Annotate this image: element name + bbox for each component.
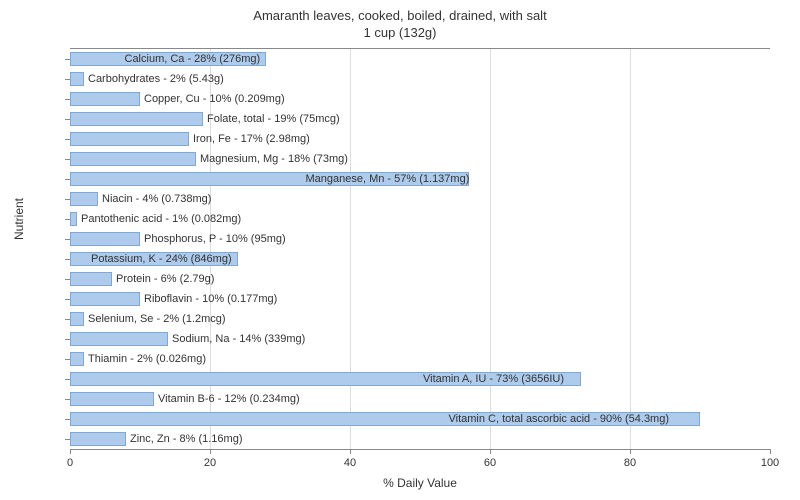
xtick-mark [350, 449, 351, 454]
nutrient-bar-label: Iron, Fe - 17% (2.98mg) [193, 132, 310, 146]
x-axis-label: % Daily Value [70, 476, 770, 490]
xtick-label: 0 [67, 457, 73, 469]
nutrient-bar-label: Zinc, Zn - 8% (1.16mg) [130, 432, 242, 446]
nutrient-bar-label: Vitamin B-6 - 12% (0.234mg) [158, 392, 300, 406]
title-line-1: Amaranth leaves, cooked, boiled, drained… [0, 8, 800, 25]
gridline [490, 49, 491, 449]
nutrient-bar-label: Carbohydrates - 2% (5.43g) [88, 72, 224, 86]
nutrient-bar [70, 232, 140, 246]
nutrient-bar-label: Potassium, K - 24% (846mg) [91, 252, 232, 266]
y-axis-label: Nutrient [12, 198, 26, 240]
nutrient-bar [70, 392, 154, 406]
xtick-mark [210, 449, 211, 454]
xtick-mark [630, 449, 631, 454]
nutrient-bar [70, 132, 189, 146]
nutrient-bar [70, 212, 77, 226]
title-line-2: 1 cup (132g) [0, 25, 800, 42]
gridline [210, 49, 211, 449]
nutrient-bar-label: Magnesium, Mg - 18% (73mg) [200, 152, 348, 166]
chart-title: Amaranth leaves, cooked, boiled, drained… [0, 0, 800, 42]
nutrient-bar-label: Manganese, Mn - 57% (1.137mg) [306, 172, 470, 186]
nutrient-bar-label: Riboflavin - 10% (0.177mg) [144, 292, 277, 306]
xtick-mark [770, 449, 771, 454]
nutrient-bar [70, 312, 84, 326]
xtick-label: 100 [761, 457, 779, 469]
nutrient-bar-label: Thiamin - 2% (0.026mg) [88, 352, 206, 366]
nutrient-bar [70, 192, 98, 206]
nutrient-bar-label: Vitamin A, IU - 73% (3656IU) [423, 372, 564, 386]
nutrient-bar-label: Copper, Cu - 10% (0.209mg) [144, 92, 285, 106]
nutrient-bar-label: Sodium, Na - 14% (339mg) [172, 332, 305, 346]
nutrient-bar-label: Calcium, Ca - 28% (276mg) [125, 52, 261, 66]
nutrient-bar [70, 332, 168, 346]
nutrient-bar-label: Vitamin C, total ascorbic acid - 90% (54… [449, 412, 670, 426]
nutrient-bar [70, 72, 84, 86]
nutrient-bar [70, 292, 140, 306]
nutrient-bar-label: Pantothenic acid - 1% (0.082mg) [81, 212, 241, 226]
nutrient-bar [70, 112, 203, 126]
nutrient-bar [70, 352, 84, 366]
xtick-label: 80 [624, 457, 636, 469]
plot-area: 020406080100Calcium, Ca - 28% (276mg)Car… [70, 48, 770, 450]
nutrient-bar [70, 432, 126, 446]
xtick-mark [490, 449, 491, 454]
xtick-mark [70, 449, 71, 454]
nutrient-bar-label: Folate, total - 19% (75mcg) [207, 112, 340, 126]
xtick-label: 20 [204, 457, 216, 469]
xtick-label: 60 [484, 457, 496, 469]
gridline [630, 49, 631, 449]
nutrient-bar-label: Phosphorus, P - 10% (95mg) [144, 232, 286, 246]
nutrient-bar [70, 272, 112, 286]
nutrient-bar [70, 92, 140, 106]
xtick-label: 40 [344, 457, 356, 469]
nutrient-chart: Amaranth leaves, cooked, boiled, drained… [0, 0, 800, 500]
gridline [350, 49, 351, 449]
nutrient-bar [70, 152, 196, 166]
nutrient-bar-label: Niacin - 4% (0.738mg) [102, 192, 211, 206]
nutrient-bar-label: Selenium, Se - 2% (1.2mcg) [88, 312, 226, 326]
nutrient-bar-label: Protein - 6% (2.79g) [116, 272, 214, 286]
